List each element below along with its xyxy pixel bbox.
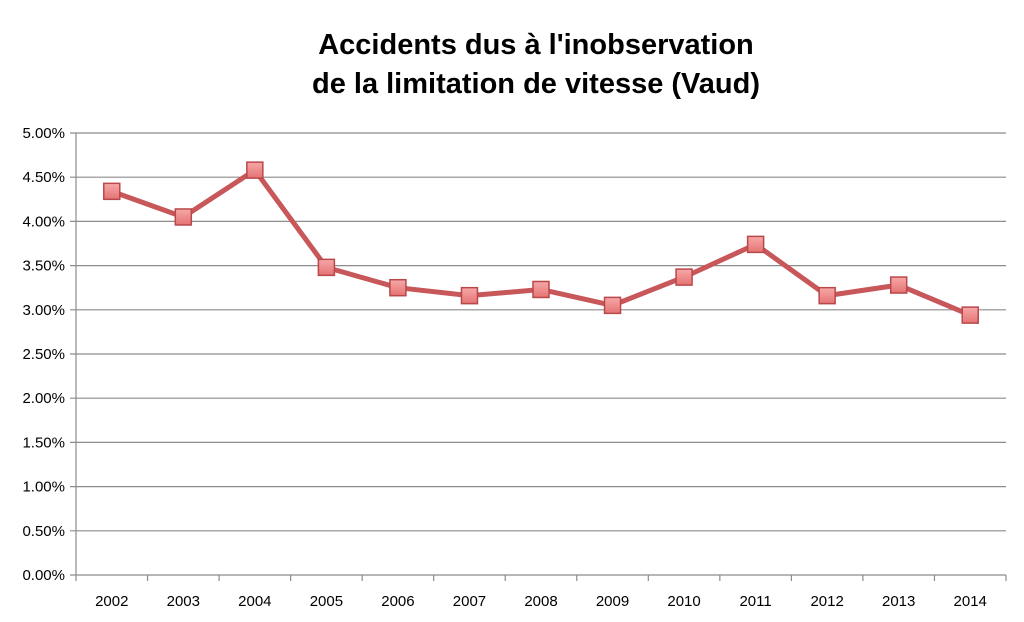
y-tick-label: 0.00% <box>22 567 65 584</box>
gridlines <box>70 132 1006 576</box>
x-tick-label: 2007 <box>453 593 486 610</box>
x-tick-label: 2011 <box>739 593 771 610</box>
data-point-marker <box>246 161 264 179</box>
data-point-marker <box>889 276 908 294</box>
x-tick-label: 2014 <box>954 593 987 610</box>
y-tick-label: 4.00% <box>22 213 65 230</box>
chart-title: Accidents dus à l'inobservation de la li… <box>0 26 1024 104</box>
data-point-marker <box>389 278 407 297</box>
data-point-marker <box>675 268 693 286</box>
chart-title-line-2: de la limitation de vitesse (Vaud) <box>311 68 760 100</box>
data-point-marker <box>961 306 979 324</box>
y-tick-label: 3.50% <box>22 258 65 275</box>
data-series <box>103 161 979 324</box>
x-tick-label: 2006 <box>381 593 414 610</box>
y-tick-label: 5.00% <box>22 125 65 142</box>
data-point-marker <box>103 182 121 201</box>
chart-title-line-1: Accidents dus à l'inobservation <box>318 29 754 61</box>
x-axis-tick-labels: 2002 2003 2004 2005 2006 2007 2008 2009 2010 2011… <box>95 593 987 610</box>
y-tick-label: 0.50% <box>22 523 65 540</box>
x-tick-label: 2004 <box>238 593 271 610</box>
x-tick-label: 2009 <box>596 593 629 610</box>
y-axis-tick-labels: 0.00% 0.50% 1.00% 1.50% 2.00% 2.50% 3.00% 3.50%… <box>22 125 65 584</box>
y-tick-label: 3.00% <box>22 302 65 319</box>
x-tick-label: 2012 <box>810 593 843 610</box>
data-point-marker <box>174 208 193 226</box>
x-tick-label: 2002 <box>95 593 128 610</box>
x-tick-label: 2013 <box>882 593 915 610</box>
data-point-marker <box>460 286 479 305</box>
x-tick-label: 2010 <box>667 593 700 610</box>
y-tick-label: 2.00% <box>22 390 65 407</box>
data-point-marker <box>818 286 836 305</box>
y-tick-label: 2.50% <box>22 346 65 363</box>
axes <box>75 133 1007 581</box>
x-tick-label: 2008 <box>524 593 557 610</box>
data-point-marker <box>746 235 765 254</box>
x-tick-label: 2003 <box>167 593 200 610</box>
data-point-marker <box>532 280 550 299</box>
y-tick-label: 4.50% <box>22 169 65 186</box>
x-tick-label: 2005 <box>310 593 343 610</box>
y-tick-label: 1.00% <box>22 479 65 496</box>
y-tick-label: 1.50% <box>22 434 65 451</box>
data-point-marker <box>603 296 622 315</box>
data-point-marker <box>317 258 336 277</box>
